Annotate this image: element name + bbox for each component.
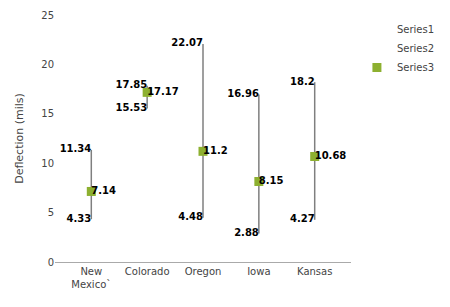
svg-text:15: 15 (41, 108, 54, 119)
svg-text:5: 5 (48, 207, 54, 218)
svg-text:Series3: Series3 (397, 62, 434, 73)
svg-text:10: 10 (41, 158, 54, 169)
svg-text:8.15: 8.15 (259, 175, 284, 186)
svg-text:15.53: 15.53 (116, 102, 148, 113)
svg-text:0: 0 (48, 257, 54, 268)
svg-text:Oregon: Oregon (185, 266, 222, 277)
svg-text:18.2: 18.2 (290, 76, 315, 87)
svg-text:16.96: 16.96 (227, 88, 259, 99)
svg-text:11.34: 11.34 (60, 143, 92, 154)
svg-text:Colorado: Colorado (125, 266, 170, 277)
svg-text:17.85: 17.85 (116, 79, 148, 90)
svg-text:4.33: 4.33 (67, 213, 92, 224)
svg-text:20: 20 (41, 59, 54, 70)
svg-text:4.48: 4.48 (178, 211, 203, 222)
svg-text:Deflection (mils): Deflection (mils) (13, 93, 26, 184)
svg-text:Kansas: Kansas (297, 266, 332, 277)
svg-text:10.68: 10.68 (315, 150, 347, 161)
svg-text:25: 25 (41, 10, 54, 21)
svg-text:2.88: 2.88 (234, 227, 259, 238)
svg-text:17.17: 17.17 (147, 86, 179, 97)
svg-text:7.14: 7.14 (91, 185, 116, 196)
svg-text:22.07: 22.07 (171, 37, 203, 48)
svg-text:Series2: Series2 (397, 43, 434, 54)
svg-text:Series1: Series1 (397, 24, 434, 35)
svg-text:NewMexico`: NewMexico` (71, 266, 111, 290)
svg-text:Iowa: Iowa (247, 266, 270, 277)
svg-text:4.27: 4.27 (290, 213, 315, 224)
svg-text:11.2: 11.2 (203, 145, 228, 156)
